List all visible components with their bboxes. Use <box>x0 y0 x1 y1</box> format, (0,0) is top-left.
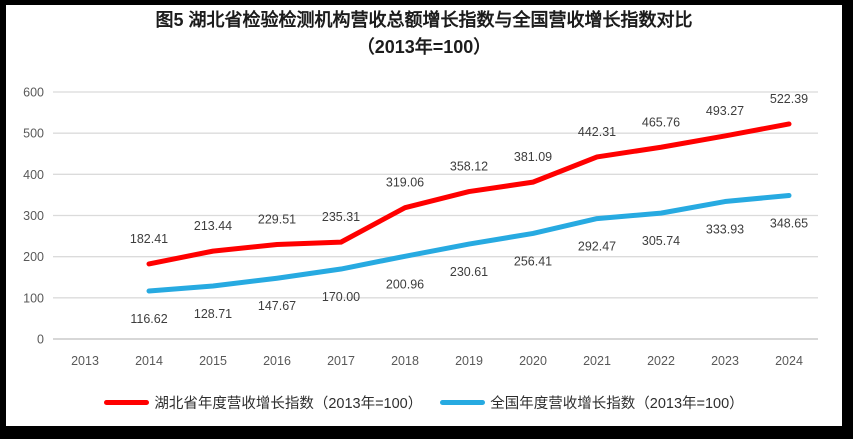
svg-text:381.09: 381.09 <box>514 150 552 164</box>
svg-text:465.76: 465.76 <box>642 115 680 129</box>
svg-text:493.27: 493.27 <box>706 104 744 118</box>
svg-text:319.06: 319.06 <box>386 176 424 190</box>
svg-text:100: 100 <box>23 291 44 305</box>
svg-text:2014: 2014 <box>135 354 163 368</box>
svg-text:500: 500 <box>23 127 44 141</box>
svg-text:182.41: 182.41 <box>130 232 168 246</box>
chart-title-line2: （2013年=100） <box>356 37 492 57</box>
chart-canvas: 图5 湖北省检验检测机构营收总额增长指数与全国营收增长指数对比 （2013年=1… <box>6 5 842 426</box>
svg-text:333.93: 333.93 <box>706 223 744 237</box>
svg-text:2022: 2022 <box>647 354 675 368</box>
chart-title: 图5 湖北省检验检测机构营收总额增长指数与全国营收增长指数对比 （2013年=1… <box>6 7 842 61</box>
svg-text:200: 200 <box>23 250 44 264</box>
svg-text:2015: 2015 <box>199 354 227 368</box>
svg-text:2023: 2023 <box>711 354 739 368</box>
gridlines <box>53 91 818 340</box>
chart-title-line1: 图5 湖北省检验检测机构营收总额增长指数与全国营收增长指数对比 <box>155 10 693 30</box>
svg-text:2024: 2024 <box>775 354 803 368</box>
svg-text:147.67: 147.67 <box>258 299 296 313</box>
svg-text:305.74: 305.74 <box>642 234 680 248</box>
svg-text:600: 600 <box>23 86 44 100</box>
svg-text:128.71: 128.71 <box>194 307 232 321</box>
svg-text:292.47: 292.47 <box>578 240 616 254</box>
svg-text:2013: 2013 <box>71 354 99 368</box>
legend-label-national: 全国年度营收增长指数（2013年=100） <box>490 395 744 412</box>
x-axis-labels: 2013 2014 2015 2016 2017 2018 2019 2020 2021 2022… <box>71 354 803 368</box>
svg-text:235.31: 235.31 <box>322 210 360 224</box>
svg-text:300: 300 <box>23 209 44 223</box>
svg-text:2018: 2018 <box>391 354 419 368</box>
svg-text:2017: 2017 <box>327 354 355 368</box>
svg-text:170.00: 170.00 <box>322 290 360 304</box>
series-line-hubei <box>146 121 792 267</box>
svg-text:2016: 2016 <box>263 354 291 368</box>
svg-text:522.39: 522.39 <box>770 92 808 106</box>
svg-text:2021: 2021 <box>583 354 611 368</box>
svg-text:256.41: 256.41 <box>514 254 552 268</box>
svg-text:358.12: 358.12 <box>450 160 488 174</box>
data-labels-national: 116.62 128.71 147.67 170.00 200.96 230.61 256.… <box>130 216 808 326</box>
svg-text:2020: 2020 <box>519 354 547 368</box>
svg-text:400: 400 <box>23 168 44 182</box>
svg-text:229.51: 229.51 <box>258 213 296 227</box>
legend-label-hubei: 湖北省年度营收增长指数（2013年=100） <box>154 395 423 412</box>
svg-text:200.96: 200.96 <box>386 277 424 291</box>
svg-text:213.44: 213.44 <box>194 219 232 233</box>
svg-text:0: 0 <box>37 333 44 347</box>
y-axis-labels: 0 100 200 300 400 500 600 <box>23 86 44 347</box>
legend-item-hubei: 湖北省年度营收增长指数（2013年=100） <box>104 392 422 413</box>
svg-text:348.65: 348.65 <box>770 216 808 230</box>
data-labels-hubei: 182.41 213.44 229.51 235.31 319.06 358.12 381.… <box>130 92 808 246</box>
legend-item-national: 全国年度营收增长指数（2013年=100） <box>440 392 744 413</box>
svg-text:230.61: 230.61 <box>450 265 488 279</box>
series-line-national <box>146 192 792 294</box>
svg-text:2019: 2019 <box>455 354 483 368</box>
legend-swatch-national-line <box>440 399 486 405</box>
svg-text:116.62: 116.62 <box>130 312 167 326</box>
chart-legend: 湖北省年度营收增长指数（2013年=100） 全国年度营收增长指数（2013年=… <box>6 389 842 415</box>
legend-swatch-hubei-line <box>104 399 150 405</box>
svg-text:442.31: 442.31 <box>578 125 616 139</box>
